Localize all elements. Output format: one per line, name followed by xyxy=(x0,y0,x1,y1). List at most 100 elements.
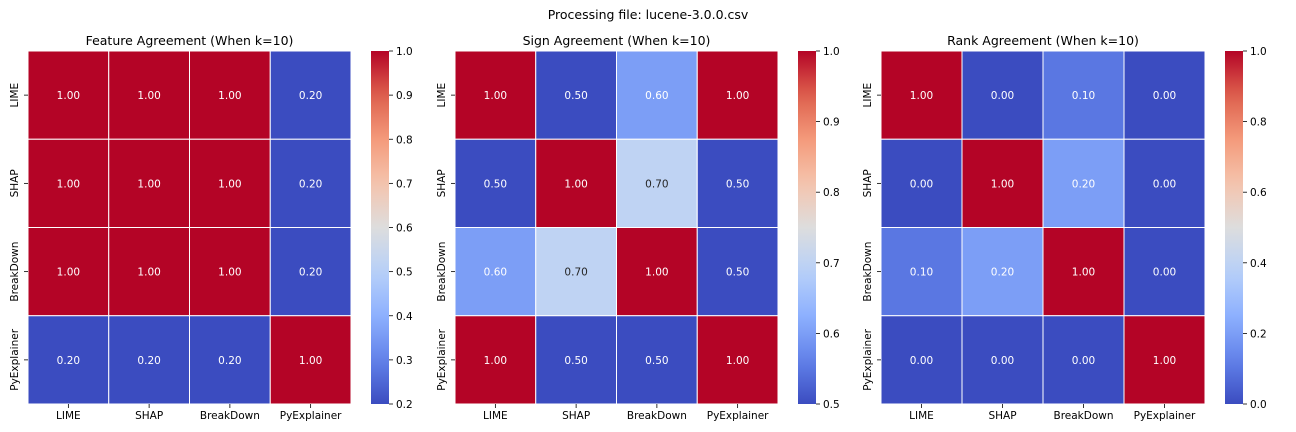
cell-value-label: 0.00 xyxy=(1072,355,1095,367)
colorbar-tick-label: 0.0 xyxy=(1250,399,1267,411)
colorbar-tick-label: 0.5 xyxy=(823,399,840,411)
cell-value-label: 0.00 xyxy=(991,90,1014,102)
colorbar-tick-label: 0.6 xyxy=(396,223,413,235)
heatmap-cell xyxy=(269,315,352,405)
cell-value-label: 0.00 xyxy=(910,355,933,367)
y-tick-label: PyExplainer xyxy=(862,328,874,390)
y-tick-label: PyExplainer xyxy=(9,328,21,390)
cell-value-label: 1.00 xyxy=(645,267,668,279)
heatmap-panel-2: Sign Agreement (When k=10) 1.00 0.50 0.60 1.… xyxy=(436,33,840,422)
cell-value-label: 0.00 xyxy=(910,178,933,190)
colorbar-tick-label: 0.3 xyxy=(396,355,413,367)
cell-value-label: 0.50 xyxy=(645,355,668,367)
colorbar-tick-label: 0.8 xyxy=(396,134,413,146)
heatmap-cell xyxy=(616,227,698,317)
cell-value-label: 0.20 xyxy=(299,267,322,279)
x-tick-label: BreakDown xyxy=(200,410,260,422)
colorbar-tick-label: 0.5 xyxy=(396,267,413,279)
colorbar-tick-label: 0.4 xyxy=(396,311,413,323)
heatmap-cell xyxy=(269,50,352,140)
cell-value-label: 0.60 xyxy=(484,267,507,279)
colorbar-tick-label: 0.4 xyxy=(1250,258,1267,270)
heatmap-cell xyxy=(1123,50,1206,140)
y-tick-label: PyExplainer xyxy=(436,328,448,390)
cell-value-label: 0.20 xyxy=(299,90,322,102)
cell-value-label: 1.00 xyxy=(726,90,749,102)
x-tick-label: PyExplainer xyxy=(707,410,769,422)
heatmap-cell xyxy=(27,315,110,405)
cell-value-label: 0.20 xyxy=(1072,178,1095,190)
heatmap-panel-1: Feature Agreement (When k=10) 1.00 1.00 1.0… xyxy=(9,33,413,422)
heatmap-cell xyxy=(108,315,190,405)
colorbar xyxy=(798,51,816,404)
y-tick-label: BreakDown xyxy=(862,242,874,302)
heatmap-cell xyxy=(454,50,537,140)
colorbar-tick-label: 0.7 xyxy=(396,178,413,190)
x-tick-label: PyExplainer xyxy=(1134,410,1196,422)
y-tick-label: SHAP xyxy=(436,169,448,197)
cell-value-label: 1.00 xyxy=(137,90,160,102)
y-tick-label: BreakDown xyxy=(436,242,448,302)
heatmap-cell xyxy=(535,138,617,228)
colorbar-tick-label: 1.0 xyxy=(823,46,840,58)
x-tick-label: BreakDown xyxy=(627,410,687,422)
cell-value-label: 0.00 xyxy=(991,355,1014,367)
cell-value-label: 0.70 xyxy=(564,267,587,279)
figure-suptitle: Processing file: lucene-3.0.0.csv xyxy=(547,7,749,22)
cell-value-label: 1.00 xyxy=(218,90,241,102)
colorbar-tick-label: 0.6 xyxy=(1250,187,1267,199)
panel-title: Sign Agreement (When k=10) xyxy=(523,33,711,48)
cell-value-label: 1.00 xyxy=(57,267,80,279)
cell-value-label: 0.50 xyxy=(726,267,749,279)
y-tick-label: LIME xyxy=(862,83,874,108)
y-tick-label: LIME xyxy=(436,83,448,108)
x-tick-label: BreakDown xyxy=(1053,410,1113,422)
cell-value-label: 0.10 xyxy=(910,267,933,279)
heatmap-cell xyxy=(269,227,352,317)
cell-value-label: 0.00 xyxy=(1153,267,1176,279)
colorbar-tick-label: 0.7 xyxy=(823,258,840,270)
cell-value-label: 0.20 xyxy=(299,178,322,190)
heatmap-cell xyxy=(616,50,698,140)
x-tick-label: SHAP xyxy=(988,410,1016,422)
heatmap-cell xyxy=(880,315,963,405)
heatmap-cell xyxy=(535,50,617,140)
heatmap-cell xyxy=(880,138,963,228)
heatmap-cell xyxy=(108,138,190,228)
cell-value-label: 0.10 xyxy=(1072,90,1095,102)
heatmap-cell xyxy=(1042,315,1125,405)
heatmap-panel-3: Rank Agreement (When k=10) 1.00 0.00 0.10 0.… xyxy=(862,33,1267,422)
x-tick-label: PyExplainer xyxy=(280,410,342,422)
x-tick-label: SHAP xyxy=(562,410,590,422)
heatmap-cell xyxy=(269,138,352,228)
colorbar-tick-label: 1.0 xyxy=(1250,46,1267,58)
cell-value-label: 0.50 xyxy=(726,178,749,190)
cell-value-label: 1.00 xyxy=(991,178,1014,190)
colorbar-tick-label: 0.9 xyxy=(823,117,840,129)
cell-value-label: 0.20 xyxy=(991,267,1014,279)
heatmap-cell xyxy=(535,227,617,317)
heatmap-cell xyxy=(616,138,698,228)
cell-value-label: 0.20 xyxy=(137,355,160,367)
heatmap-cell xyxy=(27,138,110,228)
heatmap-cell xyxy=(880,227,963,317)
y-tick-label: BreakDown xyxy=(9,242,21,302)
cell-value-label: 1.00 xyxy=(910,90,933,102)
heatmap-cell xyxy=(189,138,271,228)
y-tick-label: SHAP xyxy=(862,169,874,197)
colorbar xyxy=(371,51,389,404)
cell-value-label: 1.00 xyxy=(1072,267,1095,279)
cell-value-label: 1.00 xyxy=(137,178,160,190)
cell-value-label: 0.20 xyxy=(57,355,80,367)
cell-value-label: 1.00 xyxy=(726,355,749,367)
x-tick-label: SHAP xyxy=(135,410,163,422)
cell-value-label: 1.00 xyxy=(484,90,507,102)
colorbar-tick-label: 0.6 xyxy=(823,328,840,340)
cell-value-label: 1.00 xyxy=(57,178,80,190)
cell-value-label: 0.70 xyxy=(645,178,668,190)
cell-value-label: 0.20 xyxy=(218,355,241,367)
heatmap-cell xyxy=(696,315,779,405)
colorbar-tick-label: 1.0 xyxy=(396,46,413,58)
x-tick-label: LIME xyxy=(909,410,934,422)
